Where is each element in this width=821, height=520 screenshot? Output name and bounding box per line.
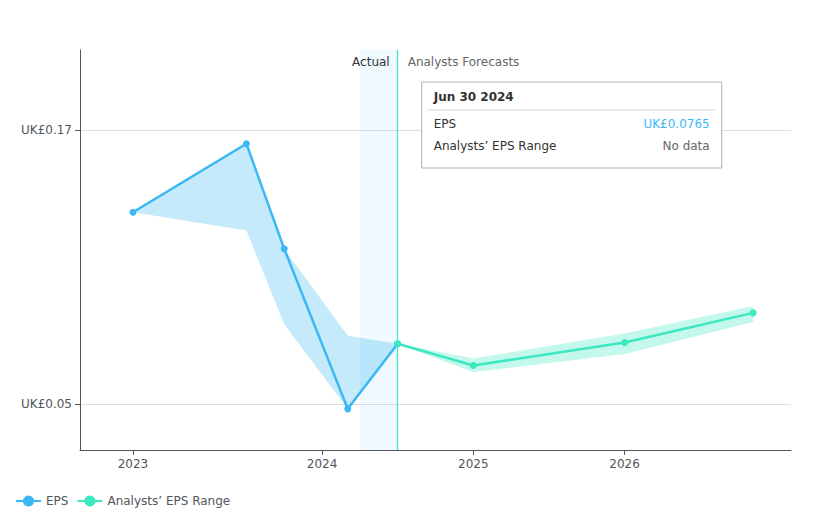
- svg-text:UK£0.05: UK£0.05: [21, 397, 72, 411]
- svg-text:Actual: Actual: [352, 55, 390, 69]
- svg-text:UK£0.17: UK£0.17: [21, 123, 72, 137]
- svg-text:EPS: EPS: [46, 494, 68, 508]
- svg-text:2026: 2026: [609, 457, 640, 471]
- svg-text:Analysts’ EPS Range: Analysts’ EPS Range: [107, 494, 230, 508]
- svg-text:No data: No data: [663, 139, 710, 153]
- svg-text:Analysts’ EPS Range: Analysts’ EPS Range: [434, 139, 557, 153]
- svg-text:UK£0.0765: UK£0.0765: [643, 117, 709, 131]
- svg-text:2023: 2023: [118, 457, 149, 471]
- svg-text:Jun 30 2024: Jun 30 2024: [433, 90, 514, 104]
- svg-text:Analysts Forecasts: Analysts Forecasts: [408, 55, 520, 69]
- svg-text:EPS: EPS: [434, 117, 456, 131]
- svg-text:2024: 2024: [307, 457, 338, 471]
- svg-text:2025: 2025: [458, 457, 489, 471]
